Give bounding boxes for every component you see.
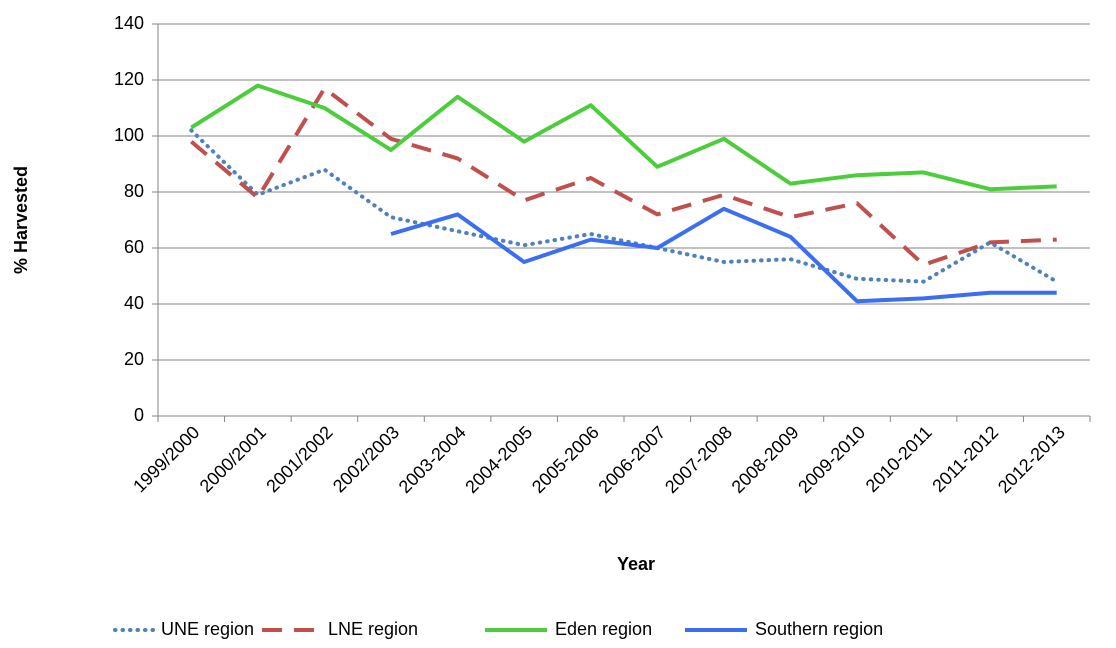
line [189,86,1057,267]
y-tick-label: 60 [124,237,144,257]
y-tick-label: 0 [134,405,144,425]
x-tick-label: 2011-2012 [928,422,1002,496]
y-tick-label: 140 [114,13,144,33]
line [189,128,1059,284]
x-tick-label: 2006-2007 [594,422,669,497]
x-tick-label: 2002/2003 [329,422,403,496]
line [390,206,1057,304]
y-tick-label: 80 [124,181,144,201]
y-axis-title: % Harvested [11,166,31,274]
legend-label: Eden region [555,619,652,639]
legend-label: Southern region [755,619,883,639]
x-tick-label: 2004-2005 [461,422,536,497]
y-tick-label: 20 [124,349,144,369]
x-tick-label: 2012-2013 [994,422,1069,497]
legend-label: UNE region [161,619,254,639]
y-tick-label: 100 [114,125,144,145]
x-tick-label: 2001/2002 [262,422,336,496]
x-tick-label: 2010-2011 [862,422,936,496]
x-tick-label: 1999/2000 [129,422,203,496]
x-tick-label: 2003-2004 [395,422,470,497]
x-tick-label: 2000/2001 [196,422,270,496]
x-tick-label: 2007-2008 [661,422,736,497]
legend-label: LNE region [328,619,418,639]
x-tick-label: 2009-2010 [794,422,869,497]
y-tick-label: 120 [114,69,144,89]
x-axis-title: Year [617,554,655,574]
y-tick-label: 40 [124,293,144,313]
x-tick-label: 2005-2006 [528,422,603,497]
x-tick-label: 2008-2009 [728,422,803,497]
line [190,83,1057,192]
